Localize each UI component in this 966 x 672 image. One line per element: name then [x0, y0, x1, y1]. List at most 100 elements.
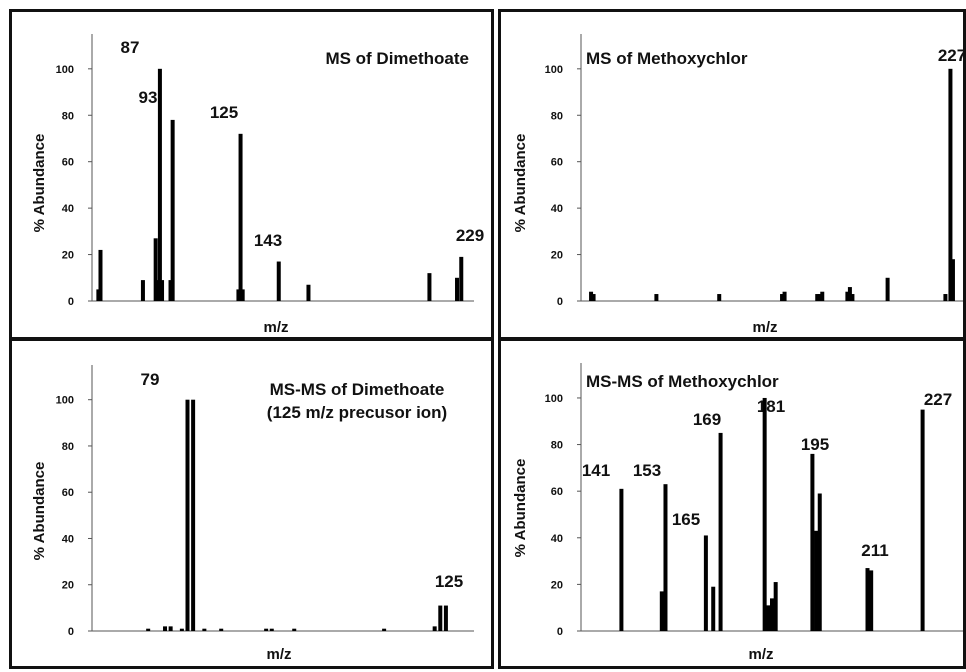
chart-msms-dimethoate: MS-MS of Dimethoate (125 m/z precusor io… — [31, 365, 474, 663]
peak-bar — [438, 605, 443, 631]
peak-bar — [619, 488, 624, 631]
y-tick-label: 80 — [62, 441, 74, 453]
peak-bar — [817, 294, 822, 301]
y-tick-label: 100 — [545, 64, 563, 76]
peak-bar — [943, 294, 948, 301]
y-tick-label: 20 — [551, 250, 563, 262]
peak-label: 143 — [254, 231, 282, 250]
peak-bar — [155, 280, 160, 301]
peak-bar — [718, 432, 723, 631]
chart-title: MS of Methoxychlor — [586, 49, 748, 68]
peak-bar — [865, 568, 870, 631]
peak-bar — [820, 291, 825, 301]
peak-bar — [770, 598, 774, 631]
peak-label: 79 — [141, 370, 160, 389]
peak-bar — [98, 249, 103, 301]
chart-ms-dimethoate: MS of Dimethoate % Abundance m/z 87 93 1… — [31, 34, 484, 336]
chart-ms-methoxychlor: MS of Methoxychlor % Abundance m/z 227 0… — [512, 34, 966, 336]
peak-bar — [170, 119, 175, 301]
peak-bar — [306, 284, 311, 301]
peak-bar — [703, 535, 708, 631]
peak-bar — [179, 628, 184, 631]
peak-bar — [711, 586, 716, 631]
peak-bar — [810, 453, 815, 631]
peak-bar — [780, 294, 785, 301]
peak-bar — [766, 605, 771, 631]
x-axis-label: m/z — [752, 319, 777, 336]
y-tick-label: 100 — [56, 64, 74, 76]
peak-label: 227 — [924, 390, 952, 409]
peak-bar — [589, 291, 594, 301]
chart-title: MS-MS of Methoxychlor — [586, 372, 779, 391]
peak-bar — [202, 628, 207, 631]
peak-bar — [185, 399, 190, 631]
peak-label: 93 — [139, 88, 158, 107]
peak-label: 195 — [801, 435, 829, 454]
y-tick-label: 60 — [551, 486, 563, 498]
y-tick-label: 100 — [545, 393, 563, 405]
peak-bar — [654, 294, 659, 301]
y-tick-label: 20 — [62, 250, 74, 262]
peak-bar — [663, 484, 668, 631]
y-tick-label: 0 — [557, 296, 563, 308]
peak-bar — [157, 68, 162, 302]
peak-label: 125 — [210, 103, 238, 122]
peak-bar — [160, 280, 165, 301]
peak-bar — [717, 294, 722, 301]
peak-bar — [276, 261, 281, 301]
peak-bar — [146, 628, 151, 631]
y-tick-label: 40 — [551, 203, 563, 215]
peak-bar — [869, 570, 874, 631]
y-tick-label: 0 — [557, 626, 563, 638]
peak-bar — [591, 294, 596, 301]
peak-bar — [782, 291, 787, 301]
peak-bar — [455, 277, 460, 301]
peak-label: 153 — [633, 461, 661, 480]
peak-bar — [191, 399, 196, 631]
peak-bar — [762, 397, 767, 631]
peak-bar — [269, 628, 274, 631]
y-tick-label: 60 — [62, 487, 74, 499]
x-axis-label: m/z — [263, 319, 288, 336]
peak-label: 181 — [757, 397, 785, 416]
chart-msms-methoxychlor: MS-MS of Methoxychlor % Abundance m/z 14… — [512, 363, 963, 663]
y-tick-label: 20 — [62, 580, 74, 592]
peak-bar — [168, 626, 173, 631]
y-tick-label: 80 — [62, 110, 74, 122]
y-tick-label: 40 — [62, 533, 74, 545]
peak-bar — [815, 294, 820, 301]
peak-bar — [140, 280, 145, 301]
peak-bar — [264, 628, 269, 631]
peak-bar — [236, 289, 241, 301]
chart-panel-ms-methoxychlor: MS of Methoxychlor % Abundance m/z 227 0… — [498, 9, 966, 340]
y-tick-label: 80 — [551, 440, 563, 452]
y-tick-label: 20 — [551, 579, 563, 591]
peak-label: 229 — [456, 226, 484, 245]
peak-bar — [219, 628, 224, 631]
peak-bar — [238, 133, 243, 301]
peak-label: 125 — [435, 572, 463, 591]
chart-subtitle: (125 m/z precusor ion) — [267, 403, 447, 422]
chart-panel-ms-dimethoate: MS of Dimethoate % Abundance m/z 87 93 1… — [9, 9, 494, 340]
peak-bar — [773, 582, 778, 631]
y-axis-label: % Abundance — [512, 134, 529, 233]
peak-bar — [659, 591, 664, 631]
x-axis-label: m/z — [266, 646, 291, 663]
peak-label: 87 — [121, 38, 140, 57]
peak-bar — [153, 238, 158, 301]
peak-bar — [432, 626, 437, 631]
chart-title: MS-MS of Dimethoate — [270, 380, 445, 399]
peak-bar — [459, 256, 464, 301]
chart-panel-msms-methoxychlor: MS-MS of Methoxychlor % Abundance m/z 14… — [498, 338, 966, 669]
peak-bar — [382, 628, 387, 631]
peak-bar — [292, 628, 297, 631]
peak-bar — [845, 291, 850, 301]
peak-bar — [443, 605, 448, 631]
peak-bar — [240, 289, 245, 301]
peak-bar — [948, 68, 953, 302]
y-tick-label: 0 — [68, 296, 74, 308]
peak-bar — [814, 530, 819, 631]
y-tick-label: 80 — [551, 110, 563, 122]
peak-bar — [885, 277, 890, 301]
peak-label: 165 — [672, 510, 700, 529]
